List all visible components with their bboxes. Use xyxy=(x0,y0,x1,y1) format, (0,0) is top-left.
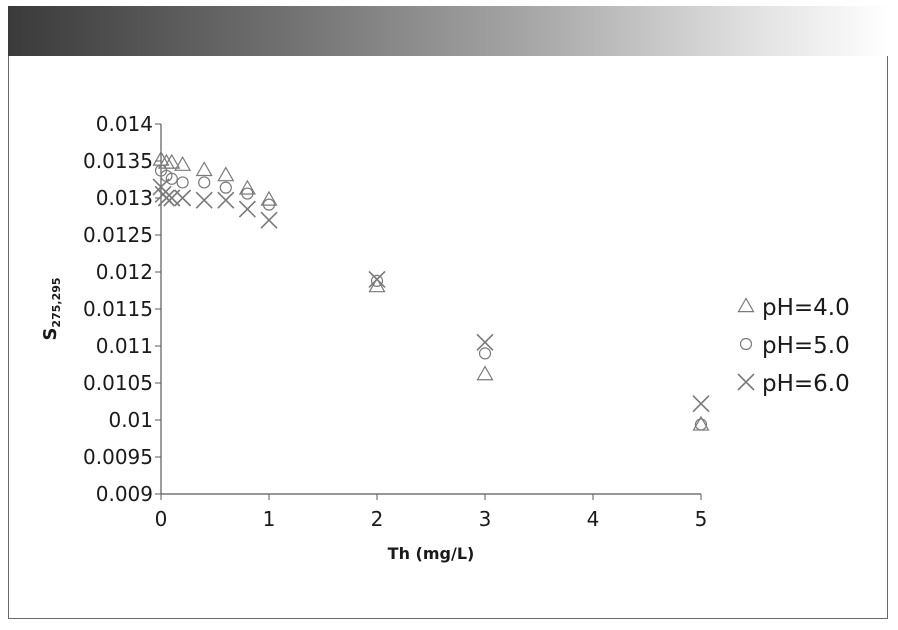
x-axis-title: Th (mg/L) xyxy=(388,544,475,563)
y-tick-label: 0.0095 xyxy=(83,445,153,469)
legend-label: pH=6.0 xyxy=(762,371,850,397)
data-point-cross xyxy=(260,211,278,229)
data-point-triangle xyxy=(163,153,181,169)
data-point-circle xyxy=(262,198,276,211)
header-gradient-bar xyxy=(8,6,890,56)
data-point-triangle xyxy=(260,190,278,206)
data-point-triangle xyxy=(174,155,192,171)
data-point-triangle xyxy=(238,179,256,195)
y-tick-label: 0.0125 xyxy=(83,223,153,247)
x-tick-label: 2 xyxy=(371,507,384,531)
data-point-cross xyxy=(692,395,710,413)
y-tick-label: 0.014 xyxy=(96,112,153,136)
data-point-cross xyxy=(217,191,235,209)
y-tick-label: 0.011 xyxy=(96,334,153,358)
y-tick-label: 0.01 xyxy=(108,408,153,432)
x-tick-label: 5 xyxy=(695,507,708,531)
data-point-triangle xyxy=(217,166,235,182)
legend-marker-triangle xyxy=(737,297,755,313)
y-tick-label: 0.009 xyxy=(96,482,153,506)
legend-marker-circle xyxy=(739,337,753,351)
data-point-cross xyxy=(368,270,386,288)
data-point-circle xyxy=(478,347,492,360)
x-tick-label: 0 xyxy=(155,507,168,531)
data-point-circle xyxy=(694,418,708,431)
data-point-circle xyxy=(241,187,254,200)
y-tick-label: 0.013 xyxy=(96,186,153,210)
data-point-cross xyxy=(238,200,256,218)
x-tick-label: 3 xyxy=(479,507,492,531)
data-point-cross xyxy=(476,333,494,351)
y-tick-label: 0.0135 xyxy=(83,149,153,173)
legend-marker-cross xyxy=(737,373,755,391)
data-point-circle xyxy=(370,274,384,287)
data-point-triangle xyxy=(476,365,494,381)
data-point-triangle xyxy=(195,161,213,177)
y-tick-label: 0.0105 xyxy=(83,371,153,395)
data-point-circle xyxy=(198,176,211,189)
data-point-cross xyxy=(157,189,175,207)
data-point-cross xyxy=(174,189,192,207)
chart-frame xyxy=(8,56,888,619)
data-point-circle xyxy=(176,176,189,189)
x-tick-label: 1 xyxy=(263,507,276,531)
legend-label: pH=5.0 xyxy=(762,333,850,359)
data-point-cross xyxy=(195,191,213,209)
legend-label: pH=4.0 xyxy=(762,295,850,321)
y-tick-label: 0.0115 xyxy=(83,297,153,321)
y-tick-label: 0.012 xyxy=(96,260,153,284)
data-point-circle xyxy=(165,172,178,185)
y-axis-title: S275,295 xyxy=(40,277,63,340)
x-tick-label: 4 xyxy=(587,507,600,531)
data-point-circle xyxy=(219,181,232,194)
